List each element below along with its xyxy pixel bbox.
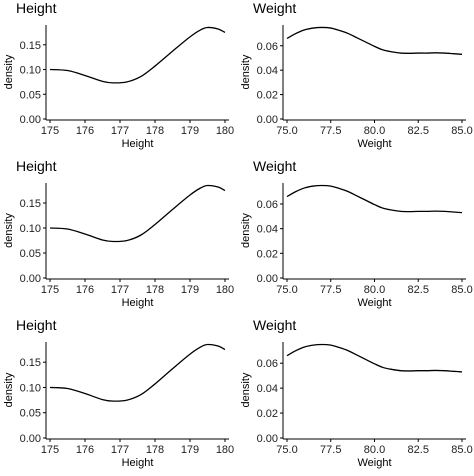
y-axis-title: density xyxy=(240,213,252,248)
y-tick-label: 0.05 xyxy=(20,89,41,101)
density-curve xyxy=(49,184,226,243)
y-tick-label: 0.06 xyxy=(257,41,278,53)
x-tick-label: 77.5 xyxy=(320,444,341,456)
x-tick-label: 85.0 xyxy=(451,284,472,296)
y-tick-label: 0.00 xyxy=(257,114,278,126)
x-tick-label: 175 xyxy=(41,284,59,296)
y-tick-label: 0.10 xyxy=(20,65,41,77)
x-tick-label: 75.0 xyxy=(276,284,297,296)
y-tick-label: 0.00 xyxy=(20,273,41,285)
y-axis-title: density xyxy=(3,54,15,89)
y-tick-label: 0.00 xyxy=(20,114,41,126)
x-tick-label: 178 xyxy=(146,444,164,456)
x-tick-label: 180 xyxy=(216,444,234,456)
density-curve xyxy=(286,343,463,373)
x-tick-label: 77.5 xyxy=(320,284,341,296)
chart-panel-3: Height 0.00 0.05 0.10 0.15 175 176 177 178 179 180… xyxy=(3,158,234,309)
density-curve xyxy=(286,26,463,55)
x-axis-title: Weight xyxy=(357,297,391,309)
x-tick-label: 80.0 xyxy=(364,284,385,296)
x-tick-label: 176 xyxy=(76,444,94,456)
y-tick-label: 0.04 xyxy=(257,383,278,395)
x-tick-label: 179 xyxy=(181,444,199,456)
x-tick-label: 82.5 xyxy=(408,125,429,137)
y-tick-label: 0.00 xyxy=(257,273,278,285)
density-curve xyxy=(49,26,226,84)
y-tick-label: 0.05 xyxy=(20,248,41,260)
x-tick-label: 82.5 xyxy=(408,284,429,296)
chart-title: Weight xyxy=(253,0,296,16)
x-tick-label: 75.0 xyxy=(276,444,297,456)
chart-panel-5: Height 0.00 0.05 0.10 0.15 175 176 177 178 179 180… xyxy=(3,317,234,469)
y-axis-title: density xyxy=(240,372,252,407)
y-tick-label: 0.04 xyxy=(257,224,278,236)
chart-panel-1: Height 0.00 0.05 0.10 0.15 175 176 177 178 179 180… xyxy=(3,0,234,150)
x-tick-label: 176 xyxy=(76,284,94,296)
x-axis-title: Weight xyxy=(357,138,391,150)
y-tick-label: 0.15 xyxy=(20,198,41,210)
density-curve xyxy=(286,184,463,214)
y-tick-label: 0.00 xyxy=(20,433,41,445)
y-axis-title: density xyxy=(3,213,15,248)
y-tick-label: 0.10 xyxy=(20,382,41,394)
x-axis-title: Height xyxy=(122,457,154,469)
y-tick-label: 0.15 xyxy=(20,40,41,52)
y-tick-label: 0.02 xyxy=(257,248,278,260)
x-tick-label: 180 xyxy=(216,284,234,296)
chart-panel-2: Weight 0.00 0.02 0.04 0.06 75.0 77.5 80.0 82.5 85… xyxy=(240,0,473,150)
x-axis-title: Height xyxy=(122,138,154,150)
x-tick-label: 177 xyxy=(111,125,129,137)
x-tick-label: 175 xyxy=(41,125,59,137)
x-tick-label: 176 xyxy=(76,125,94,137)
x-tick-label: 177 xyxy=(111,444,129,456)
chart-panel-6: Weight 0.00 0.02 0.04 0.06 75.0 77.5 80.0 82.5 85… xyxy=(240,317,473,469)
x-tick-label: 178 xyxy=(146,284,164,296)
chart-title: Height xyxy=(16,158,57,174)
y-tick-label: 0.10 xyxy=(20,223,41,235)
x-tick-label: 85.0 xyxy=(451,444,472,456)
y-tick-label: 0.00 xyxy=(257,433,278,445)
x-axis-title: Height xyxy=(122,297,154,309)
y-axis-title: density xyxy=(240,54,252,89)
density-curve xyxy=(49,343,226,402)
chart-title: Weight xyxy=(253,317,296,333)
y-tick-label: 0.02 xyxy=(257,90,278,102)
chart-panel-4: Weight 0.00 0.02 0.04 0.06 75.0 77.5 80.0 82.5 85… xyxy=(240,158,473,309)
y-tick-label: 0.15 xyxy=(20,357,41,369)
y-tick-label: 0.05 xyxy=(20,408,41,420)
x-tick-label: 80.0 xyxy=(364,125,385,137)
x-tick-label: 85.0 xyxy=(451,125,472,137)
y-axis-title: density xyxy=(3,372,15,407)
y-tick-label: 0.06 xyxy=(257,199,278,211)
y-tick-label: 0.02 xyxy=(257,408,278,420)
chart-title: Height xyxy=(16,0,57,16)
x-tick-label: 80.0 xyxy=(364,444,385,456)
x-tick-label: 180 xyxy=(216,125,234,137)
y-tick-label: 0.06 xyxy=(257,358,278,370)
x-tick-label: 179 xyxy=(181,284,199,296)
x-tick-label: 178 xyxy=(146,125,164,137)
chart-title: Weight xyxy=(253,158,296,174)
x-tick-label: 77.5 xyxy=(320,125,341,137)
x-tick-label: 177 xyxy=(111,284,129,296)
x-tick-label: 75.0 xyxy=(276,125,297,137)
x-tick-label: 179 xyxy=(181,125,199,137)
x-axis-title: Weight xyxy=(357,457,391,469)
y-tick-label: 0.04 xyxy=(257,65,278,77)
x-tick-label: 82.5 xyxy=(408,444,429,456)
x-tick-label: 175 xyxy=(41,444,59,456)
chart-title: Height xyxy=(16,317,57,333)
